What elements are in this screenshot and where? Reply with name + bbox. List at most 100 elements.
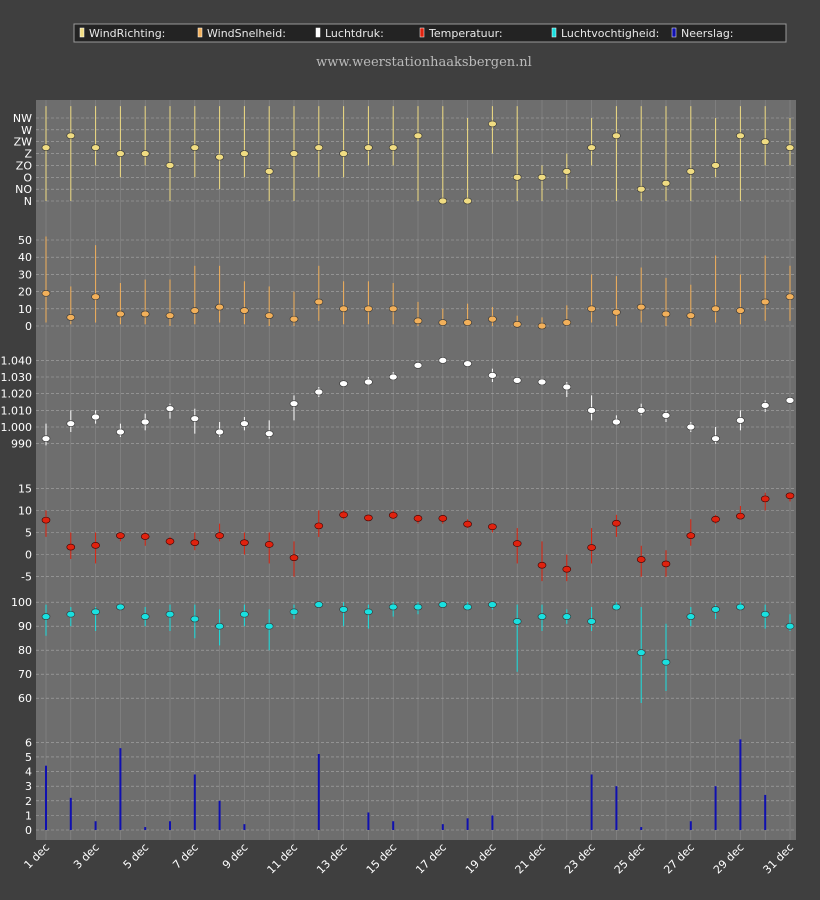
data-point xyxy=(537,561,547,569)
rain-bar xyxy=(590,774,593,830)
y-tick-label: 10 xyxy=(18,504,32,517)
rain-bar xyxy=(144,827,147,830)
x-tick-label: 27 dec xyxy=(661,841,697,877)
data-point xyxy=(116,532,125,539)
data-point xyxy=(661,412,671,419)
legend-label: Neerslag: xyxy=(681,27,734,40)
data-point xyxy=(116,603,125,611)
data-point xyxy=(41,290,51,297)
rain-bar xyxy=(466,818,469,830)
data-point xyxy=(190,415,200,422)
data-point xyxy=(215,153,224,161)
rain-bar xyxy=(45,765,47,830)
data-point xyxy=(463,603,472,611)
data-point xyxy=(661,179,671,187)
data-point xyxy=(463,360,472,367)
data-point xyxy=(41,613,51,620)
data-point xyxy=(612,519,621,527)
x-tick-label: 1 dec xyxy=(22,841,53,872)
data-point xyxy=(736,417,745,424)
data-point xyxy=(438,515,448,522)
data-point xyxy=(438,319,448,326)
data-point xyxy=(785,144,795,151)
data-point xyxy=(587,407,596,414)
rain-bar xyxy=(491,815,494,830)
rain-bar xyxy=(714,786,717,830)
data-point xyxy=(314,144,324,151)
data-point xyxy=(314,298,324,306)
data-point xyxy=(364,608,373,616)
x-tick-label: 17 dec xyxy=(413,841,449,877)
rain-bar xyxy=(119,748,122,830)
data-point xyxy=(612,308,621,316)
data-point xyxy=(636,185,646,193)
data-point xyxy=(41,435,51,442)
y-tick-label: 1.010 xyxy=(1,404,33,417)
data-point xyxy=(661,310,671,318)
x-tick-label: 29 dec xyxy=(711,841,747,877)
data-point xyxy=(66,543,76,551)
y-tick-label: 70 xyxy=(18,668,32,681)
panel-Luchtvochtigheid: 60 70 80 90 100 xyxy=(11,596,796,705)
legend-item-4: Luchtvochtigheid: xyxy=(551,27,659,40)
y-tick-label: 20 xyxy=(18,286,32,299)
rain-bar xyxy=(640,827,643,830)
data-point xyxy=(140,150,150,157)
rain-bar xyxy=(764,794,767,830)
data-point xyxy=(562,168,572,175)
y-tick-label: 80 xyxy=(18,644,32,657)
y-tick-label: 1.020 xyxy=(1,388,33,401)
data-point xyxy=(537,378,547,386)
x-tick-label: 21 dec xyxy=(513,841,549,877)
data-point xyxy=(388,373,398,381)
data-point xyxy=(116,428,125,436)
data-point xyxy=(488,315,497,323)
data-point xyxy=(289,315,299,323)
data-point xyxy=(636,556,646,563)
y-tick-label: Z xyxy=(24,148,32,161)
data-point xyxy=(537,613,547,620)
data-point xyxy=(140,613,150,620)
x-tick-label: 9 dec xyxy=(220,841,251,872)
data-point xyxy=(41,144,51,151)
plot-area: NNOOZOZZWWNW010203040509901.0001.0101.02… xyxy=(1,100,796,877)
data-point xyxy=(636,649,646,656)
data-point xyxy=(537,173,547,181)
panel-Luchtdruk: 990 1.000 1.010 1.020 1.030 1.040 xyxy=(1,354,796,451)
data-point xyxy=(686,168,696,175)
data-point xyxy=(215,622,224,630)
legend-swatch xyxy=(315,27,321,38)
x-tick-label: 11 dec xyxy=(265,841,301,877)
rain-bar xyxy=(69,797,72,830)
legend-box xyxy=(73,23,787,43)
data-point xyxy=(91,413,100,421)
legend-item-5: Neerslag: xyxy=(671,27,734,40)
y-tick-label: 2 xyxy=(25,795,32,808)
rain-bar xyxy=(367,812,370,830)
panel-Temperatuur: -5 0 5 10 15 xyxy=(18,482,796,584)
data-point xyxy=(140,310,150,318)
data-point xyxy=(190,539,200,546)
data-point xyxy=(711,515,720,523)
y-tick-label: 0 xyxy=(25,824,32,837)
y-tick-label: 1 xyxy=(25,809,32,822)
y-tick-label: NW xyxy=(13,112,32,125)
data-point xyxy=(264,541,274,548)
data-point xyxy=(289,554,299,562)
data-point xyxy=(488,372,497,379)
data-point xyxy=(364,378,373,386)
data-point xyxy=(240,150,249,157)
data-point xyxy=(636,407,646,414)
data-point xyxy=(264,622,274,630)
data-point xyxy=(785,622,795,630)
y-tick-label: 3 xyxy=(25,780,32,793)
data-point xyxy=(66,420,76,427)
data-point xyxy=(339,150,348,157)
data-point xyxy=(562,383,572,391)
y-tick-label: 6 xyxy=(25,736,32,749)
y-tick-label: 15 xyxy=(18,482,32,495)
legend-item-3: Temperatuur: xyxy=(419,27,503,40)
data-point xyxy=(686,613,696,620)
